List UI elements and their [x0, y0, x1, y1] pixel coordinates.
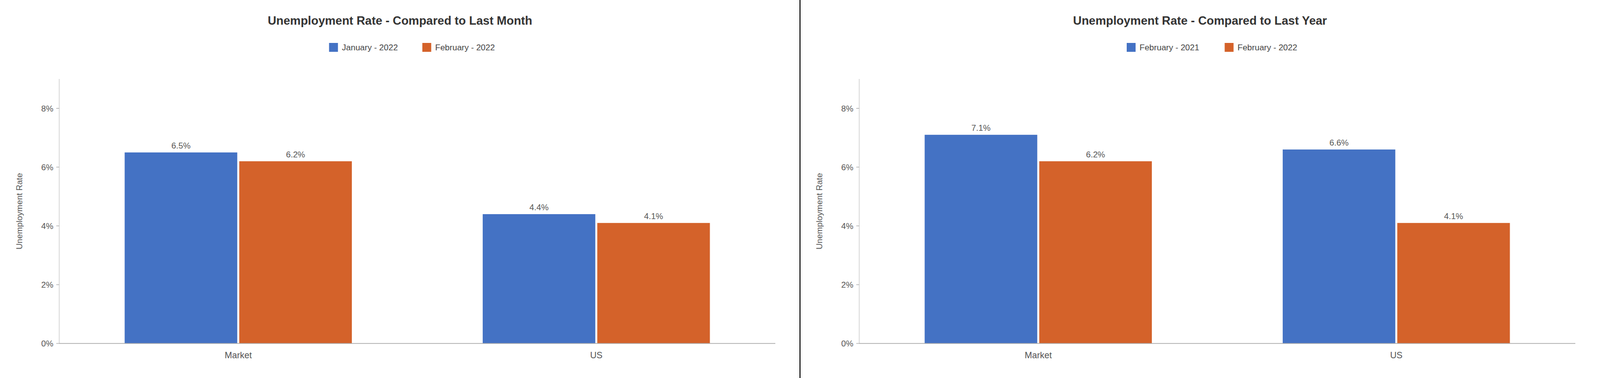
y-tick — [856, 108, 860, 109]
bar — [924, 134, 1038, 344]
y-axis-line — [59, 78, 60, 344]
x-tick-label: Market — [1024, 350, 1052, 361]
y-tick-label: 6% — [40, 162, 54, 173]
bars — [924, 134, 1511, 344]
bar — [124, 152, 238, 344]
bar — [482, 214, 596, 344]
y-axis-label: Unemployment Rate — [14, 173, 25, 250]
y-tick — [856, 284, 860, 285]
legend-swatch — [329, 42, 339, 52]
legend-swatch — [422, 42, 432, 52]
x-axis-line — [59, 342, 776, 344]
y-tick — [856, 225, 860, 227]
background — [0, 0, 1600, 378]
data-label: 4.1% — [1444, 211, 1464, 222]
data-label: 7.1% — [971, 123, 991, 133]
chart: Unemployment Rate - Compared to Last Yea… — [814, 13, 1576, 361]
y-tick — [56, 343, 60, 344]
data-labels: 7.1% 6.6% 6.2% 4.1% — [971, 123, 1463, 222]
legend-label: February - 2022 — [1237, 42, 1298, 53]
y-tick-label: 8% — [840, 104, 854, 114]
legend: January - 2022 February - 2022 — [329, 42, 496, 53]
data-label: 6.2% — [285, 150, 305, 160]
bar — [1397, 223, 1510, 344]
legend-swatch — [1126, 42, 1136, 52]
bar — [1282, 149, 1396, 344]
data-label: 6.5% — [171, 141, 191, 151]
y-tick — [56, 166, 60, 168]
x-tick-label: Market — [224, 350, 252, 361]
legend-label: February - 2022 — [435, 42, 496, 53]
figure: Unemployment Rate - Compared to Last Mon… — [0, 0, 1600, 378]
y-tick-label: 2% — [40, 280, 54, 290]
y-tick — [56, 108, 60, 109]
bar — [1039, 161, 1152, 344]
y-tick-label: 4% — [840, 221, 854, 231]
divider — [799, 0, 801, 378]
bar — [239, 161, 352, 344]
bars — [124, 152, 711, 344]
legend-label: February - 2021 — [1139, 42, 1200, 53]
x-tick-label: US — [1390, 350, 1403, 361]
data-label: 4.1% — [644, 211, 664, 222]
y-tick-label: 8% — [40, 104, 54, 114]
y-tick-label: 6% — [840, 162, 854, 173]
legend: February - 2021 February - 2022 — [1126, 42, 1297, 53]
title: Unemployment Rate - Compared to Last Yea… — [1072, 13, 1327, 28]
legend-swatch — [1224, 42, 1234, 52]
title: Unemployment Rate - Compared to Last Mon… — [267, 13, 533, 28]
x-axis-line — [859, 342, 1576, 344]
y-axis-line — [859, 78, 860, 344]
data-label: 6.6% — [1329, 138, 1349, 148]
y-tick-label: 0% — [840, 339, 854, 349]
y-tick-label: 2% — [840, 280, 854, 290]
y-tick-label: 0% — [40, 339, 54, 349]
y-tick — [856, 343, 860, 344]
y-tick — [56, 225, 60, 227]
x-tick-label: US — [590, 350, 603, 361]
data-label: 4.4% — [529, 202, 549, 213]
chart: Unemployment Rate - Compared to Last Mon… — [14, 13, 776, 361]
legend-label: January - 2022 — [342, 42, 398, 53]
y-tick — [856, 166, 860, 168]
y-axis-label: Unemployment Rate — [814, 173, 825, 250]
data-label: 6.2% — [1085, 150, 1105, 160]
data-labels: 6.5% 4.4% 6.2% 4.1% — [171, 141, 663, 222]
y-tick — [56, 284, 60, 285]
y-tick-label: 4% — [40, 221, 54, 231]
bar — [597, 223, 710, 344]
